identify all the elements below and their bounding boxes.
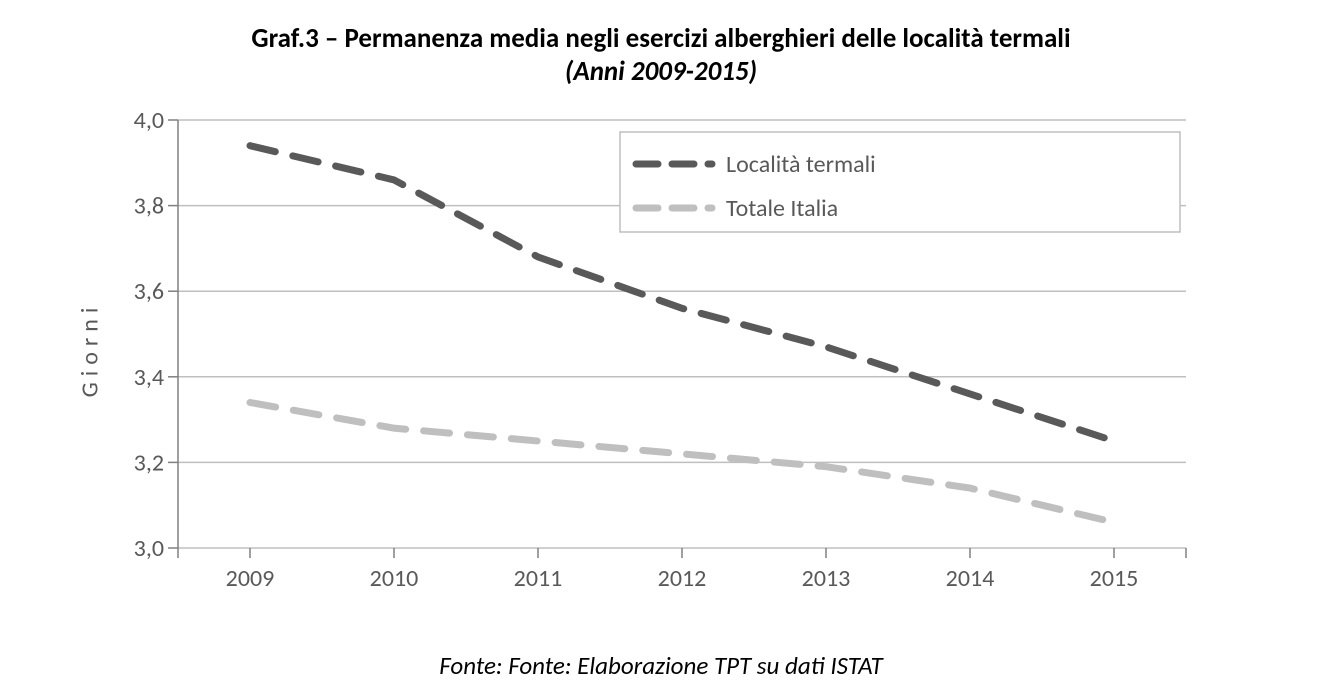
chart-svg: 3,0 3,2 3,4 3,6 3,8 4,0 2009 2010 2011 2012 2013 20… (0, 0, 1322, 699)
legend-label: Località termali (726, 150, 876, 179)
x-tick-label: 2009 (226, 564, 275, 593)
x-tick-label: 2014 (946, 564, 995, 593)
y-tick-label: 3,8 (134, 192, 164, 221)
x-tick-label: 2012 (658, 564, 707, 593)
x-tick-label: 2013 (802, 564, 851, 593)
source-caption: Fonte: Fonte: Elaborazione TPT su dati I… (0, 650, 1322, 681)
y-tick-label: 3,0 (134, 534, 164, 563)
x-tick-label: 2011 (514, 564, 563, 593)
legend-box (620, 132, 1180, 232)
legend-label: Totale Italia (726, 194, 838, 223)
y-tick-label: 3,2 (134, 448, 164, 477)
chart-container: Graf.3 – Permanenza media negli esercizi… (0, 0, 1322, 699)
x-tick-label: 2010 (370, 564, 419, 593)
source-text: Fonte: Fonte: Elaborazione TPT su dati I… (439, 650, 882, 681)
x-tick-label: 2015 (1090, 564, 1139, 593)
y-tick-label: 3,4 (134, 363, 164, 392)
y-tick-label: 4,0 (134, 106, 164, 135)
y-tick-label: 3,6 (134, 277, 164, 306)
legend: Località termali Totale Italia (620, 132, 1180, 232)
